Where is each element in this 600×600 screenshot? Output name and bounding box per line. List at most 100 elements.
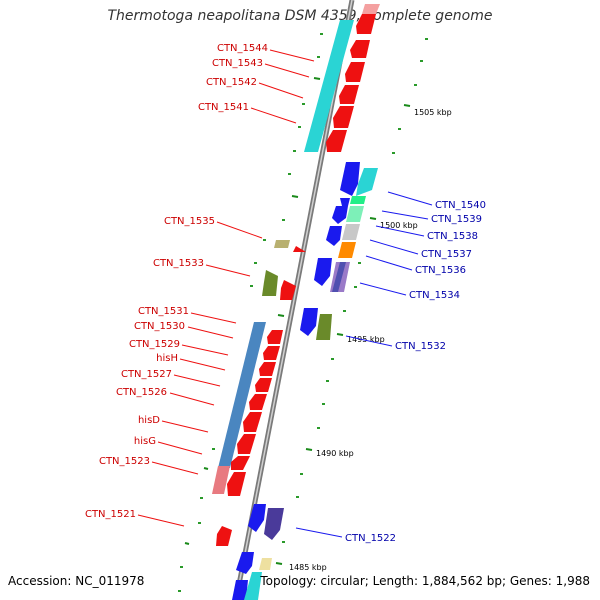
gene-olive bbox=[262, 270, 278, 296]
minor-tick bbox=[200, 497, 203, 499]
leader-line bbox=[365, 255, 413, 271]
minor-tick bbox=[288, 173, 291, 175]
tick-mark bbox=[184, 542, 190, 545]
gene-arrow bbox=[267, 330, 283, 344]
gene-arrow bbox=[227, 472, 246, 496]
accession-text: Accession: NC_011978 bbox=[8, 574, 145, 588]
tick-mark bbox=[336, 333, 344, 336]
minor-tick bbox=[296, 496, 299, 498]
genes-reverse-strand bbox=[216, 14, 376, 546]
leader-line bbox=[161, 420, 209, 433]
gene-label: CTN_1529 bbox=[129, 339, 180, 350]
leader-line bbox=[345, 335, 393, 347]
gene-arrow bbox=[248, 504, 266, 532]
minor-tick bbox=[354, 286, 357, 288]
tick-mark bbox=[277, 314, 285, 317]
minor-tick bbox=[322, 403, 325, 405]
operon-block-cyan bbox=[304, 20, 354, 152]
gene-label: CTN_1522 bbox=[345, 533, 396, 544]
minor-tick bbox=[320, 33, 323, 35]
leader-line bbox=[169, 392, 215, 406]
tick-label-1495: 1495 kbp bbox=[347, 335, 385, 344]
gene-label: CTN_1534 bbox=[409, 290, 460, 301]
minor-tick bbox=[425, 38, 428, 40]
gene-label: CTN_1533 bbox=[153, 258, 204, 269]
gene-arrow bbox=[339, 85, 359, 104]
leader-line bbox=[151, 461, 199, 475]
label-text-forward: CTN_1540 CTN_1539 CTN_1538 CTN_1537 CTN_… bbox=[345, 200, 486, 544]
gene-arrow bbox=[280, 280, 296, 300]
minor-tick bbox=[300, 473, 303, 475]
leader-line bbox=[205, 264, 251, 277]
leader-line bbox=[216, 221, 263, 239]
minor-tick bbox=[317, 56, 320, 58]
genes-forward-strand bbox=[232, 162, 360, 600]
gene-orange bbox=[338, 242, 356, 258]
gene-light-red bbox=[362, 4, 380, 14]
gene-label: CTN_1544 bbox=[217, 43, 268, 54]
gene-label: CTN_1539 bbox=[431, 214, 482, 225]
gene-olive bbox=[316, 314, 332, 340]
gene-label: CTN_1535 bbox=[164, 216, 215, 227]
gene-label: hisG bbox=[134, 436, 156, 447]
gene-label: hisH bbox=[156, 353, 178, 364]
minor-tick bbox=[180, 566, 183, 568]
tick-label-1485: 1485 kbp bbox=[289, 563, 327, 572]
tick-mark bbox=[313, 77, 321, 80]
leader-line bbox=[157, 441, 203, 455]
tick-mark bbox=[305, 448, 313, 451]
tick-mark bbox=[369, 217, 377, 220]
operon-block-pink bbox=[212, 466, 230, 494]
leader-line bbox=[359, 282, 407, 296]
tick-mark bbox=[291, 195, 299, 198]
gene-arrow bbox=[340, 162, 360, 196]
minor-tick bbox=[254, 262, 257, 264]
gene-label: CTN_1531 bbox=[138, 306, 189, 317]
gene-label: CTN_1527 bbox=[121, 369, 172, 380]
gene-arrow bbox=[333, 106, 354, 128]
minor-tick bbox=[392, 152, 395, 154]
gene-arrow bbox=[236, 552, 254, 574]
minor-tick bbox=[414, 84, 417, 86]
gene-label: CTN_1536 bbox=[415, 265, 466, 276]
tick-mark bbox=[403, 104, 411, 107]
gene-label: CTN_1526 bbox=[116, 387, 167, 398]
tick-marks bbox=[184, 77, 411, 565]
gene-navy bbox=[264, 508, 284, 540]
gene-label: CTN_1537 bbox=[421, 249, 472, 260]
leader-line bbox=[173, 374, 221, 387]
minor-ticks bbox=[178, 33, 428, 592]
gene-label: CTN_1540 bbox=[435, 200, 486, 211]
leader-line bbox=[250, 107, 297, 124]
leader-line bbox=[137, 514, 185, 527]
gene-purple-stripe bbox=[332, 262, 346, 292]
gene-arrow bbox=[356, 14, 376, 34]
gene-label: CTN_1543 bbox=[212, 58, 263, 69]
gene-label: hisD bbox=[138, 415, 160, 426]
backbone-inner bbox=[235, 0, 353, 600]
gene-cyan-small bbox=[244, 572, 262, 600]
gene-green bbox=[350, 196, 366, 204]
minor-tick bbox=[282, 541, 285, 543]
gene-arrow bbox=[255, 378, 272, 392]
leader-line bbox=[295, 527, 343, 538]
gene-grey bbox=[342, 224, 360, 240]
gene-arrow bbox=[216, 526, 232, 546]
topology-summary: Topology: circular; Length: 1,884,562 bp… bbox=[260, 574, 590, 588]
gene-label: CTN_1521 bbox=[85, 509, 136, 520]
gene-cyan bbox=[356, 168, 378, 196]
map-title: Thermotoga neapolitana DSM 4359, complet… bbox=[107, 8, 493, 24]
minor-tick bbox=[398, 128, 401, 130]
leader-line bbox=[269, 49, 315, 62]
tick-label-1505: 1505 kbp bbox=[414, 108, 452, 117]
gene-arrow bbox=[332, 206, 348, 224]
leader-line bbox=[381, 210, 429, 220]
leader-line bbox=[369, 239, 419, 255]
tick-group: 1505 kbp 1500 kbp 1495 kbp 1490 kbp 1485… bbox=[289, 108, 452, 572]
gene-label: CTN_1530 bbox=[134, 321, 185, 332]
tick-mark bbox=[203, 467, 209, 470]
gene-label: CTN_1542 bbox=[206, 77, 257, 88]
leader-line bbox=[375, 225, 425, 237]
gene-arrow bbox=[326, 226, 342, 246]
minor-tick bbox=[326, 380, 329, 382]
